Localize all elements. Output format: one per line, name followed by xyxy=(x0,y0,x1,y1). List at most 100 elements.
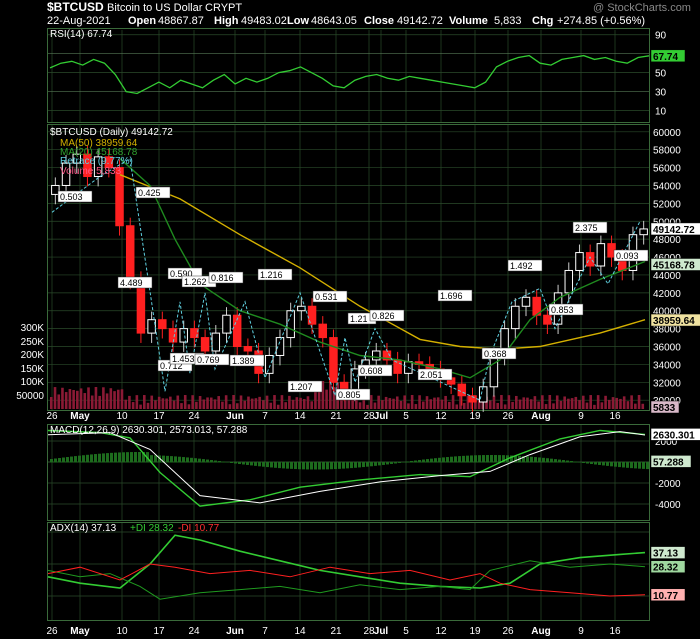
volume-bar xyxy=(626,401,630,409)
macd-hist-bar xyxy=(462,455,465,463)
volume-bar xyxy=(209,397,213,409)
candle-body xyxy=(147,319,156,334)
macd-hist-bar xyxy=(450,456,453,463)
x-tick-label: 16 xyxy=(609,411,621,422)
macd-hist-bar xyxy=(642,462,645,469)
macd-hist-bar xyxy=(354,462,357,468)
price-tick-label: 52000 xyxy=(653,199,681,210)
chg-value: +274.85 (+0.56%) xyxy=(557,15,645,27)
volume-bar xyxy=(113,391,116,409)
candle-body xyxy=(457,383,467,397)
macd-hist-bar xyxy=(346,462,349,469)
retrace-ratio-box xyxy=(481,347,517,360)
macd-hist-bar xyxy=(190,457,193,463)
volume-bar xyxy=(596,395,600,409)
volume-bar xyxy=(552,403,555,409)
macd-hist-bar xyxy=(118,452,121,463)
adx-panel xyxy=(47,522,650,621)
last-volume-tag: 5833 xyxy=(653,403,676,414)
volume-bar xyxy=(265,395,269,409)
price-tick-label: 38000 xyxy=(653,325,681,336)
macd-hist-bar xyxy=(498,455,501,463)
macd-hist-bar xyxy=(150,455,153,463)
volume-bar xyxy=(448,401,451,409)
volume-bar xyxy=(567,398,570,409)
macd-hist-bar xyxy=(358,462,361,468)
candle-body xyxy=(211,332,221,352)
volume-bar xyxy=(61,387,64,409)
retrace-ratio-label: 0.503 xyxy=(60,192,83,202)
macd-hist-bar xyxy=(198,458,201,463)
candle-body xyxy=(297,305,306,312)
rsi-tick-label: 90 xyxy=(655,31,667,42)
volume-bar xyxy=(325,389,328,409)
macd-hist-bar xyxy=(178,456,181,463)
retrace-ratio-box xyxy=(117,276,153,289)
macd-tick-label: 2000 xyxy=(655,437,678,448)
adx-last-tag: 37.13 xyxy=(653,549,678,560)
candle-body xyxy=(371,350,381,361)
volume-bar xyxy=(98,395,101,409)
volume-bar xyxy=(537,401,540,409)
volume-bar xyxy=(157,396,161,409)
macd-hist-bar xyxy=(374,462,377,466)
volume-bar xyxy=(195,401,198,409)
retrace-ratio-label: 1.21 xyxy=(350,314,368,324)
volume-bar xyxy=(302,399,306,409)
volume-bar xyxy=(548,395,552,409)
volume-bar xyxy=(529,399,533,409)
macd-hist-bar xyxy=(618,462,621,468)
volume-bar xyxy=(634,403,637,409)
macd-hist-bar xyxy=(54,458,57,463)
volume-bar xyxy=(637,395,641,409)
retrace-ratio-box xyxy=(437,289,473,302)
volume-bar xyxy=(641,403,645,409)
candle-body xyxy=(329,337,338,383)
volume-bar xyxy=(496,402,499,409)
volume-bar xyxy=(522,397,526,409)
macd-hist-bar xyxy=(590,462,593,465)
macd-hist-bar xyxy=(250,462,253,466)
x-tick-label: 9 xyxy=(578,411,584,422)
macd-hist-bar xyxy=(438,457,441,463)
macd-panel xyxy=(47,424,650,521)
volume-bar xyxy=(615,397,619,409)
retrace-ratio-label: 0.531 xyxy=(315,292,338,302)
macd-hist-bar xyxy=(550,458,553,463)
price-tick-label: 48000 xyxy=(653,235,681,246)
candle-body xyxy=(61,162,71,186)
macd-hist-bar xyxy=(422,459,425,463)
ma20-line xyxy=(119,158,646,379)
volume-bar xyxy=(466,395,470,409)
volume-bar xyxy=(515,395,518,409)
candle-body xyxy=(190,328,199,339)
retrace-ratio-box xyxy=(229,354,265,367)
macd-hist-bar xyxy=(614,462,617,467)
label-layer: 26 26 May May 10 10 17 17 24 24 Jun Jun 7 7 14 14 21 21 28… xyxy=(16,31,700,637)
volume-bar xyxy=(619,398,622,409)
macd-hist-bar xyxy=(634,462,637,469)
volume-bar xyxy=(366,404,369,409)
volume-bar xyxy=(262,400,265,409)
macd-hist-bar xyxy=(406,461,409,463)
x-tick-label: May xyxy=(70,411,90,422)
volume-bar xyxy=(198,396,202,409)
volume-bar xyxy=(462,402,466,409)
volume-bar xyxy=(600,402,604,409)
macd-hist-bar xyxy=(334,462,337,470)
x-tick-label: Jun xyxy=(226,626,244,637)
volume-bar xyxy=(139,404,142,409)
candle-body xyxy=(596,243,606,267)
volume-legend: Volume 5,833 xyxy=(60,166,122,177)
macd-hist-bar xyxy=(202,459,205,463)
macd-hist-bar xyxy=(70,456,73,463)
macd-hist-bar xyxy=(90,454,93,463)
candle-body xyxy=(222,314,231,334)
volume-bar xyxy=(477,398,481,409)
symbol-name: Bitcoin to US Dollar xyxy=(107,2,203,14)
close-label: Close xyxy=(364,15,394,27)
retrace-ratio-label: 2.051 xyxy=(420,370,443,380)
volume-value: 5,833 xyxy=(494,15,522,27)
volume-bar xyxy=(500,395,503,409)
exchange-label: CRYPT xyxy=(205,2,242,14)
